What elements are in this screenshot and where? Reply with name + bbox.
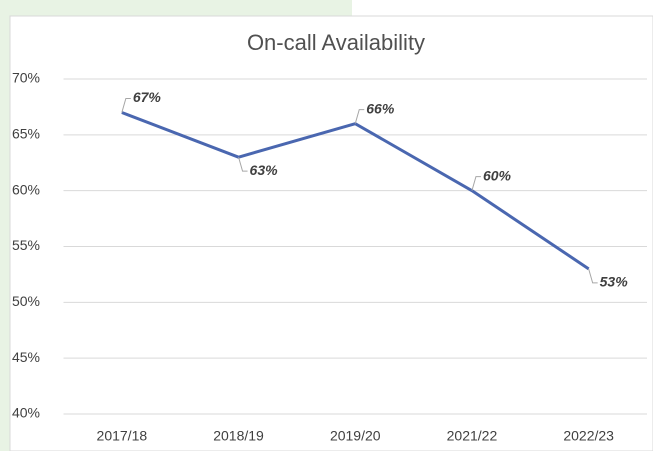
x-tick-label: 2018/19 [213,428,264,444]
y-tick-label: 60% [12,181,40,197]
y-tick-label: 45% [12,349,40,365]
chart-title: On-call Availability [247,30,425,55]
data-label: 63% [250,162,279,178]
x-tick-label: 2017/18 [97,428,148,444]
y-tick-label: 50% [12,293,40,309]
leader-line [121,98,131,113]
chart-area [9,15,653,451]
x-tick-label: 2022/23 [563,428,614,444]
y-tick-label: 55% [12,237,40,253]
leader-line [471,176,481,191]
leader-line [238,157,248,172]
x-tick-label: 2019/20 [330,428,381,444]
y-tick-label: 65% [12,126,40,142]
data-label: 60% [483,167,512,183]
x-tick-label: 2021/22 [447,428,498,444]
background-panel [0,0,10,451]
y-tick-label: 70% [12,70,40,86]
data-label: 53% [600,274,629,290]
y-tick-label: 40% [12,405,40,421]
data-label: 67% [133,89,162,105]
background-panel [0,0,352,16]
line-series [121,111,590,271]
data-label: 66% [366,100,395,116]
leader-line [354,109,365,124]
leader-line [588,268,598,284]
